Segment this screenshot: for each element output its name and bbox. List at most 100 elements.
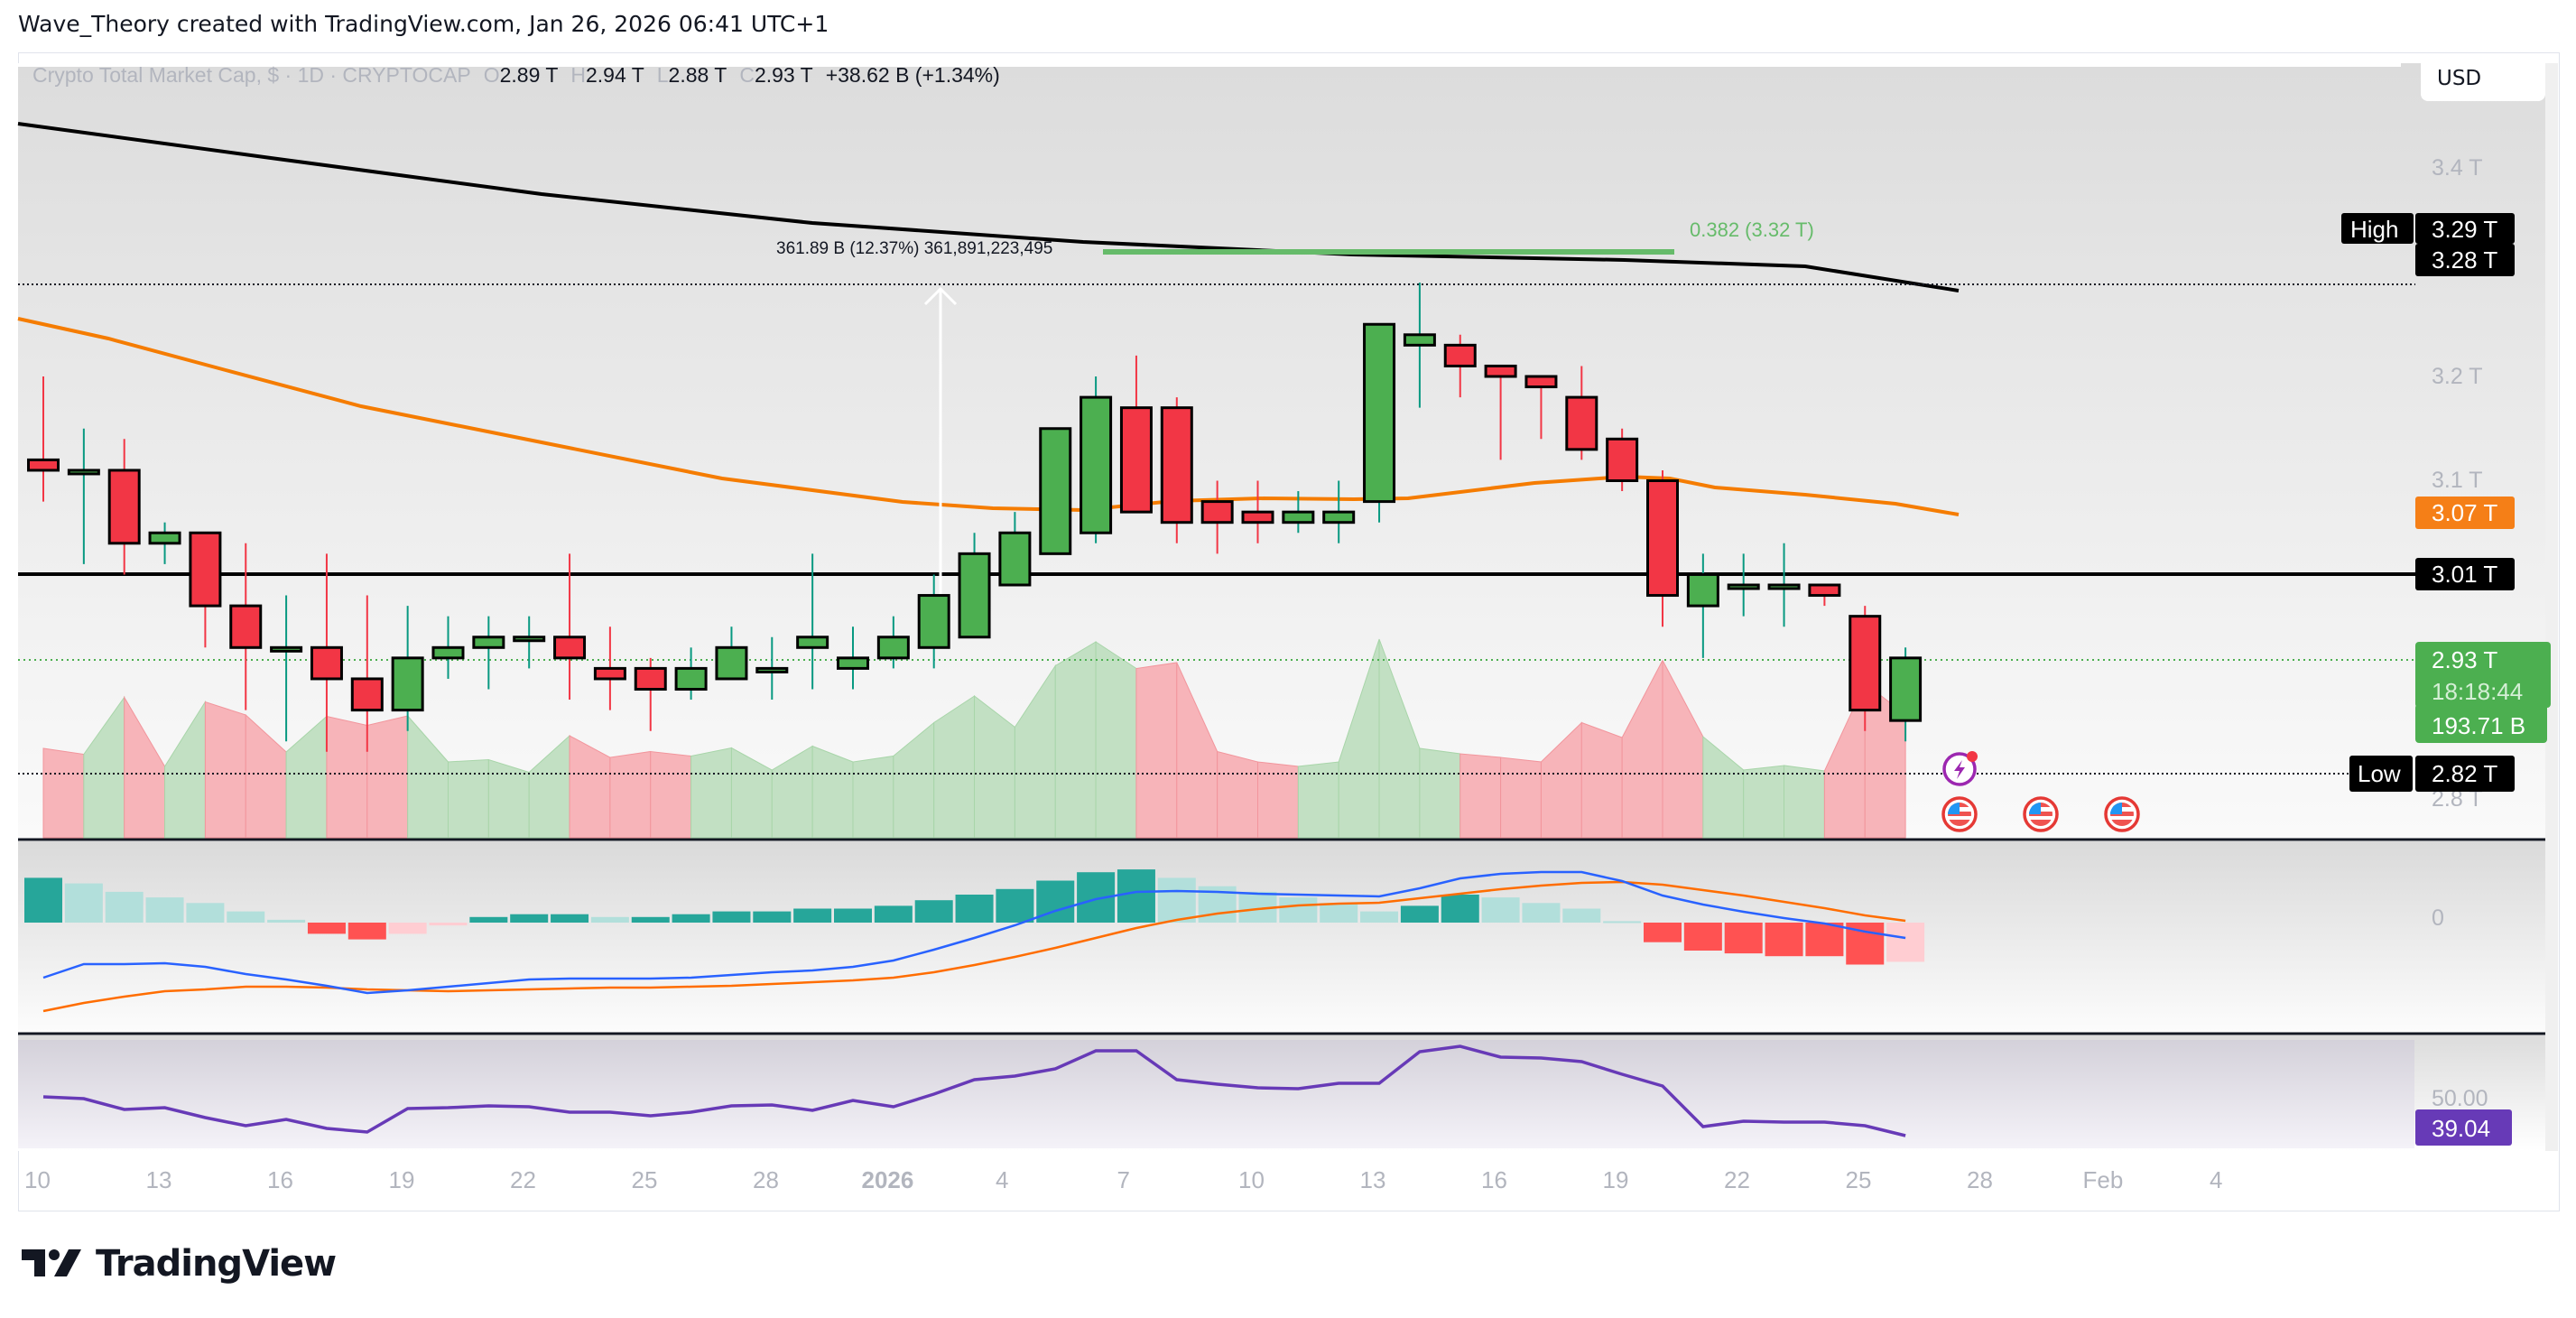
candle[interactable] bbox=[1363, 322, 1396, 523]
candle[interactable] bbox=[1241, 480, 1274, 543]
candle[interactable] bbox=[593, 627, 626, 710]
tradingview-logo[interactable]: TradingView bbox=[22, 1243, 337, 1285]
candle[interactable] bbox=[1039, 427, 1072, 555]
macd-histogram-bar bbox=[955, 895, 994, 923]
candlesticks[interactable] bbox=[27, 283, 1923, 752]
time-tick: 28 bbox=[753, 1166, 779, 1193]
candle[interactable] bbox=[1200, 480, 1234, 554]
us-flag-event-icon[interactable] bbox=[2104, 796, 2140, 832]
macd-histogram-bar bbox=[105, 891, 144, 923]
candle[interactable] bbox=[755, 636, 789, 701]
macd-histogram-bar bbox=[24, 877, 62, 923]
events-row[interactable] bbox=[1941, 751, 2140, 832]
candle[interactable] bbox=[674, 647, 708, 701]
tradingview-logo-text: TradingView bbox=[96, 1243, 337, 1285]
candle[interactable] bbox=[1080, 376, 1113, 543]
fib-level-label[interactable]: 0.382 (3.32 T) bbox=[1690, 218, 1814, 241]
candle[interactable] bbox=[431, 616, 465, 679]
candle[interactable] bbox=[229, 543, 263, 710]
macd-histogram-bar bbox=[1117, 869, 1155, 923]
us-flag-event-icon[interactable] bbox=[2023, 796, 2059, 832]
countdown-timer: 18:18:44 bbox=[2432, 678, 2523, 705]
macd-histogram-bar bbox=[1644, 923, 1682, 942]
time-tick: 16 bbox=[1481, 1166, 1507, 1193]
low-value: 2.82 T bbox=[2432, 760, 2497, 787]
candle[interactable] bbox=[553, 553, 587, 701]
candle[interactable] bbox=[472, 616, 505, 690]
candle[interactable] bbox=[391, 606, 424, 731]
low-value: 2.88 T bbox=[668, 63, 727, 87]
candle[interactable] bbox=[715, 627, 748, 681]
macd-histogram-bar bbox=[1522, 903, 1561, 923]
macd-histogram-bar bbox=[1765, 923, 1803, 957]
macd-histogram-bar bbox=[388, 923, 427, 934]
candle[interactable] bbox=[837, 627, 869, 690]
candle[interactable] bbox=[917, 574, 950, 669]
candle[interactable] bbox=[998, 512, 1032, 587]
candle[interactable] bbox=[1524, 375, 1558, 440]
macd-histogram-bar bbox=[64, 883, 103, 923]
candle[interactable] bbox=[634, 657, 667, 731]
macd-histogram-bar bbox=[347, 923, 386, 940]
candle[interactable] bbox=[1403, 283, 1436, 408]
candle[interactable] bbox=[1282, 491, 1315, 534]
change-value: +38.62 B (+1.34%) bbox=[825, 63, 1000, 87]
us-flag-event-icon[interactable] bbox=[1941, 796, 1978, 832]
candle[interactable] bbox=[1686, 553, 1719, 658]
macd-indicator[interactable] bbox=[24, 869, 1925, 1013]
candle[interactable] bbox=[796, 553, 829, 690]
time-tick: 25 bbox=[632, 1166, 658, 1193]
candle[interactable] bbox=[270, 595, 303, 742]
candle[interactable] bbox=[1727, 553, 1760, 617]
macd-histogram-bar bbox=[672, 914, 710, 923]
long-ma-value-box bbox=[2415, 244, 2515, 276]
close-label: C bbox=[739, 63, 755, 87]
candle[interactable] bbox=[67, 428, 100, 564]
macd-histogram-bar bbox=[1157, 877, 1196, 923]
candle[interactable] bbox=[1565, 366, 1598, 460]
candle[interactable] bbox=[1767, 543, 1801, 627]
candle[interactable] bbox=[1808, 583, 1841, 607]
time-tick: 22 bbox=[510, 1166, 536, 1193]
volume-value: 193.71 B bbox=[2432, 712, 2525, 739]
mid-ma-value: 3.07 T bbox=[2432, 499, 2497, 526]
mid-ma-value-box bbox=[2415, 497, 2515, 529]
symbol-name[interactable]: Crypto Total Market Cap, $ · 1D · CRYPTO… bbox=[32, 63, 471, 87]
candle[interactable] bbox=[1119, 355, 1153, 514]
candle[interactable] bbox=[27, 376, 60, 502]
measure-annotation[interactable]: 361.89 B (12.37%) 361,891,223,495 bbox=[776, 239, 1052, 258]
candle[interactable] bbox=[1606, 428, 1639, 492]
symbol-legend[interactable]: Crypto Total Market Cap, $ · 1D · CRYPTO… bbox=[32, 63, 1000, 88]
candle[interactable] bbox=[107, 439, 141, 575]
candle[interactable] bbox=[148, 522, 181, 564]
time-axis[interactable]: 10 13 16 19 22 25 28 2026 4 7 10 13 16 19 22 25 28 Feb 4 bbox=[24, 1166, 2222, 1193]
macd-histogram-bar bbox=[429, 923, 468, 926]
candle[interactable] bbox=[1484, 364, 1517, 460]
candle[interactable] bbox=[350, 595, 384, 752]
candle[interactable] bbox=[310, 553, 343, 752]
candle[interactable] bbox=[1889, 647, 1923, 742]
support-value-box bbox=[2415, 558, 2515, 590]
currency-button[interactable]: USD bbox=[2421, 56, 2545, 101]
macd-histogram-bar bbox=[1683, 923, 1722, 951]
candle[interactable] bbox=[1849, 606, 1882, 731]
candle[interactable] bbox=[189, 531, 222, 648]
candle[interactable] bbox=[1322, 480, 1356, 543]
candle[interactable] bbox=[1443, 334, 1477, 398]
macd-pane bbox=[18, 841, 2558, 1033]
chart-attribution: Wave_Theory created with TradingView.com… bbox=[18, 11, 829, 37]
candle[interactable] bbox=[876, 616, 910, 669]
candle[interactable] bbox=[958, 533, 991, 639]
candle[interactable] bbox=[1646, 469, 1679, 627]
macd-histogram-bar bbox=[753, 911, 792, 923]
price-tick: 3.1 T bbox=[2432, 468, 2483, 493]
macd-histogram-bar bbox=[1805, 923, 1844, 957]
macd-signal-line bbox=[42, 880, 1906, 1013]
lightning-event-icon[interactable] bbox=[1942, 751, 1978, 786]
rsi-indicator[interactable] bbox=[42, 1044, 1906, 1137]
rsi-band bbox=[18, 1040, 2414, 1148]
candle[interactable] bbox=[1160, 397, 1193, 543]
candle[interactable] bbox=[513, 616, 546, 669]
macd-histogram-bar bbox=[1360, 911, 1399, 923]
